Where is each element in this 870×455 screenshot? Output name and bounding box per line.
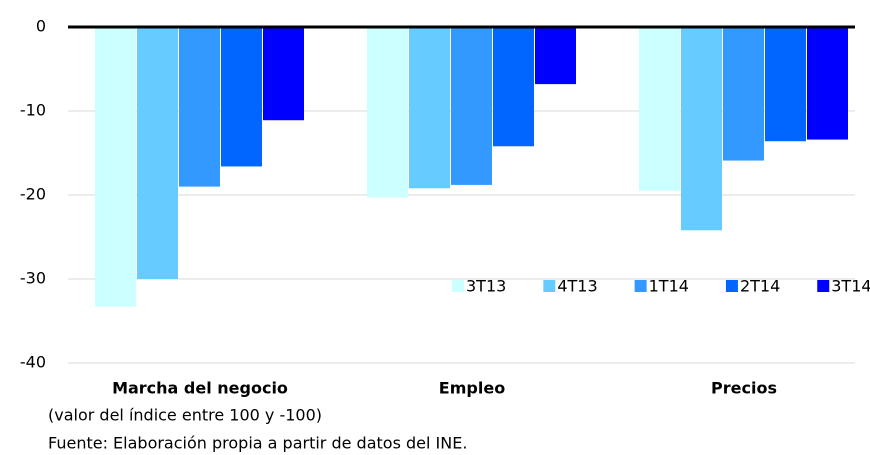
y-tick-label: -20 [20, 185, 46, 204]
bar [723, 27, 764, 161]
bar [765, 27, 806, 142]
bar [409, 27, 450, 189]
legend-swatch [543, 280, 556, 292]
x-tick-label: Precios [711, 379, 777, 398]
bar [221, 27, 262, 167]
legend-swatch [817, 280, 830, 292]
source-note: Fuente: Elaboración propia a partir de d… [48, 434, 467, 453]
bar [95, 27, 136, 307]
bar [639, 27, 680, 191]
x-tick-label: Marcha del negocio [112, 379, 288, 398]
bar [807, 27, 848, 140]
bar [535, 27, 576, 85]
bar [367, 27, 408, 198]
y-tick-label: -10 [20, 101, 46, 120]
legend-label: 4T13 [557, 277, 597, 296]
bar [681, 27, 722, 231]
legend-swatch [634, 280, 647, 292]
legend-swatch [452, 280, 464, 292]
y-tick-label: 0 [36, 17, 46, 36]
legend-label: 3T13 [466, 277, 506, 296]
y-tick-label: -30 [20, 269, 46, 288]
note: (valor del índice entre 100 y -100) [48, 406, 322, 425]
x-tick-label: Empleo [439, 379, 505, 398]
bar [493, 27, 534, 147]
legend-label: 3T14 [831, 277, 870, 296]
bar [263, 27, 304, 121]
bar [179, 27, 220, 187]
legend-swatch [725, 280, 738, 292]
bar [137, 27, 178, 279]
legend-label: 2T14 [740, 277, 780, 296]
legend-label: 1T14 [649, 277, 689, 296]
y-tick-label: -40 [20, 353, 46, 372]
bar [451, 27, 492, 185]
